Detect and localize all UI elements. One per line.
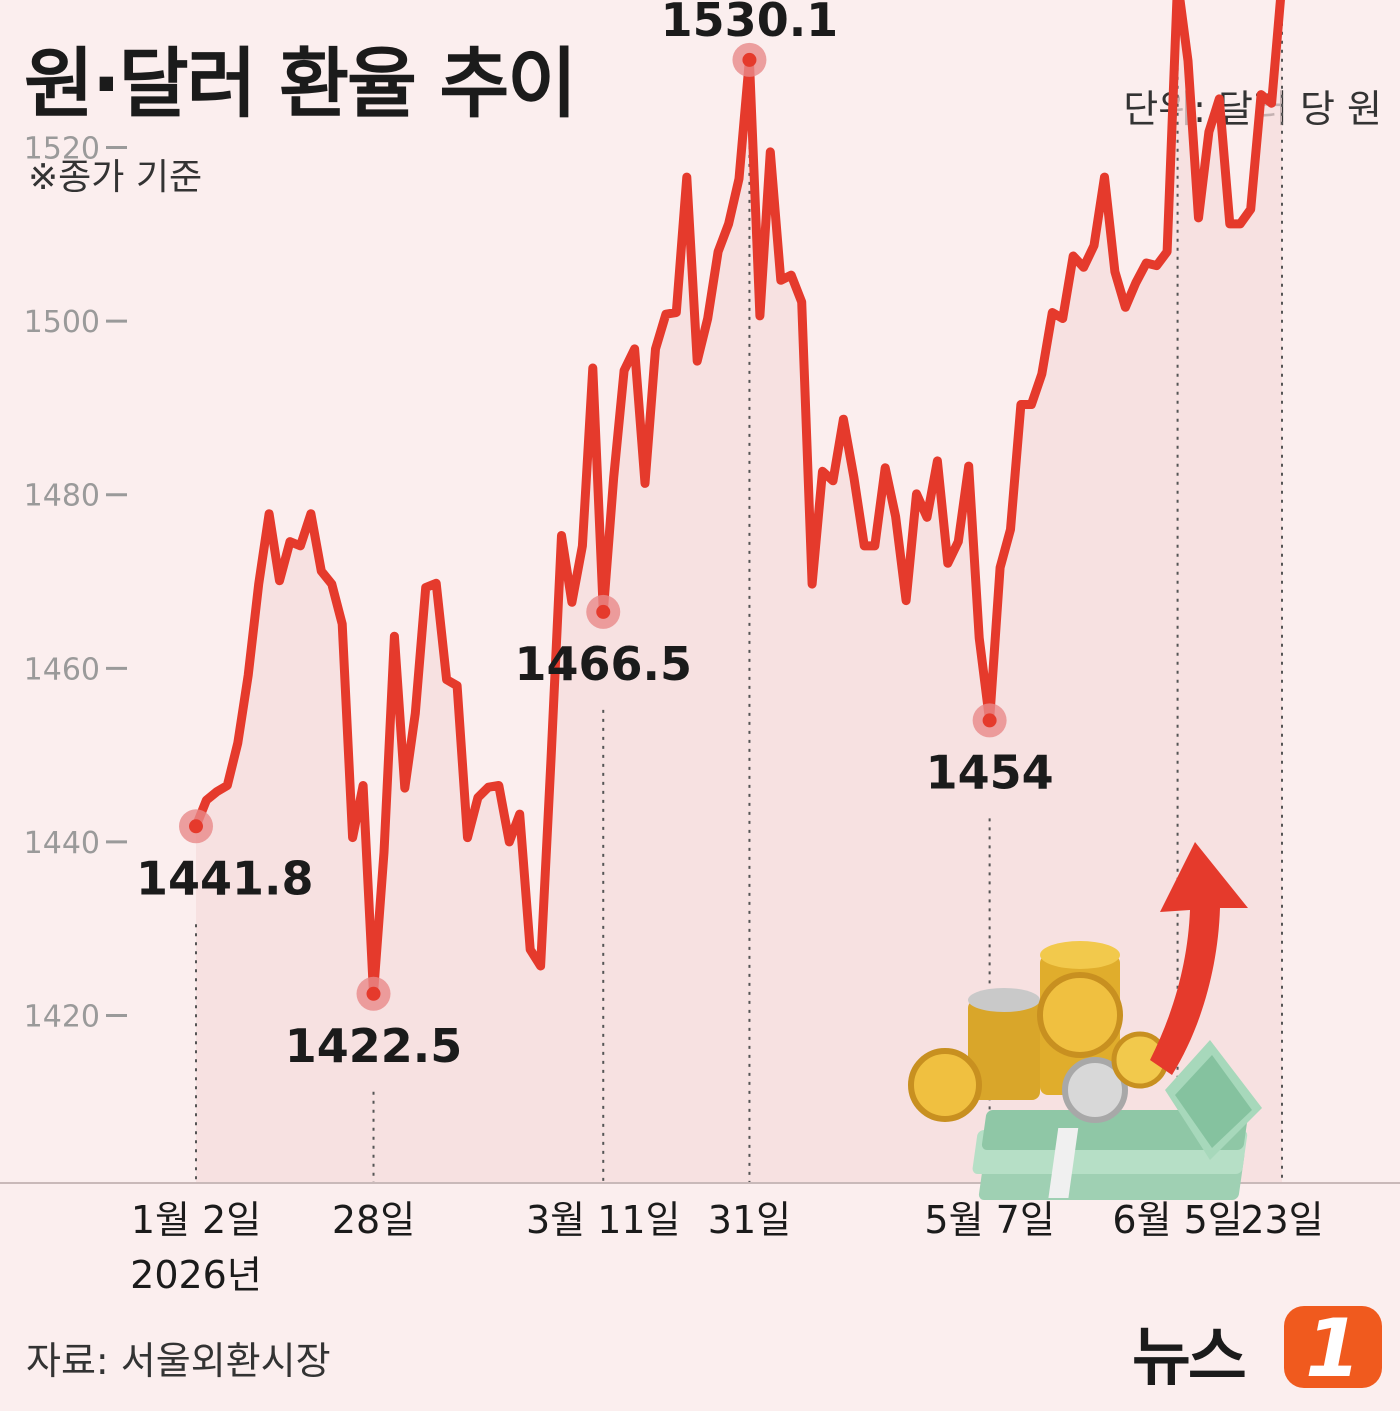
y-tick-label: 1420 <box>24 999 100 1034</box>
data-label: 1441.8 <box>136 851 314 905</box>
x-tick-label: 5월 7일 <box>924 1198 1054 1242</box>
y-tick-label: 1520 <box>24 132 100 167</box>
x-tick-label: 1월 2일 <box>131 1198 261 1242</box>
x-tick-label: 23일 <box>1240 1198 1323 1242</box>
news1-logo: 뉴스 1 <box>1132 1298 1382 1398</box>
data-label: 1422.5 <box>285 1019 463 1073</box>
x-tick-label: 6월 5일 <box>1112 1198 1242 1242</box>
logo-text: 뉴스 <box>1132 1321 1247 1395</box>
money-up-icon <box>908 842 1262 1200</box>
unit-label: 단위: 달러 당 원 <box>1123 87 1382 131</box>
y-tick-label: 1500 <box>24 305 100 340</box>
logo-badge: 1 <box>1284 1302 1382 1395</box>
highlight-markers <box>179 42 1007 1011</box>
highlight-dot <box>742 52 757 67</box>
x-year-label: 2026년 <box>130 1253 262 1297</box>
y-tick-label: 1480 <box>24 479 100 514</box>
x-tick-label: 28일 <box>332 1198 415 1242</box>
y-axis: 1420144014601480150015201540 <box>24 132 127 1034</box>
y-tick-label: 1460 <box>24 652 100 687</box>
y-tick-label: 1440 <box>24 826 100 861</box>
logo-mark: 1 <box>1305 1302 1361 1395</box>
highlight-dot <box>982 713 997 728</box>
area-fill <box>196 0 1282 1183</box>
data-label: 1454 <box>926 745 1054 799</box>
source-label: 자료: 서울외환시장 <box>26 1339 331 1383</box>
highlight-dot <box>366 986 381 1001</box>
chart-title: 원·달러 환율 추이 <box>24 39 577 128</box>
data-label: 1466.5 <box>514 637 692 691</box>
data-label: 1530.1 <box>661 0 839 47</box>
highlight-dot <box>596 604 611 619</box>
x-tick-label: 3월 11일 <box>526 1198 681 1242</box>
basis-note: ※종가 기준 <box>28 157 203 198</box>
x-tick-label: 31일 <box>708 1198 791 1242</box>
exchange-rate-line <box>191 0 1285 999</box>
highlight-dot <box>189 819 203 834</box>
